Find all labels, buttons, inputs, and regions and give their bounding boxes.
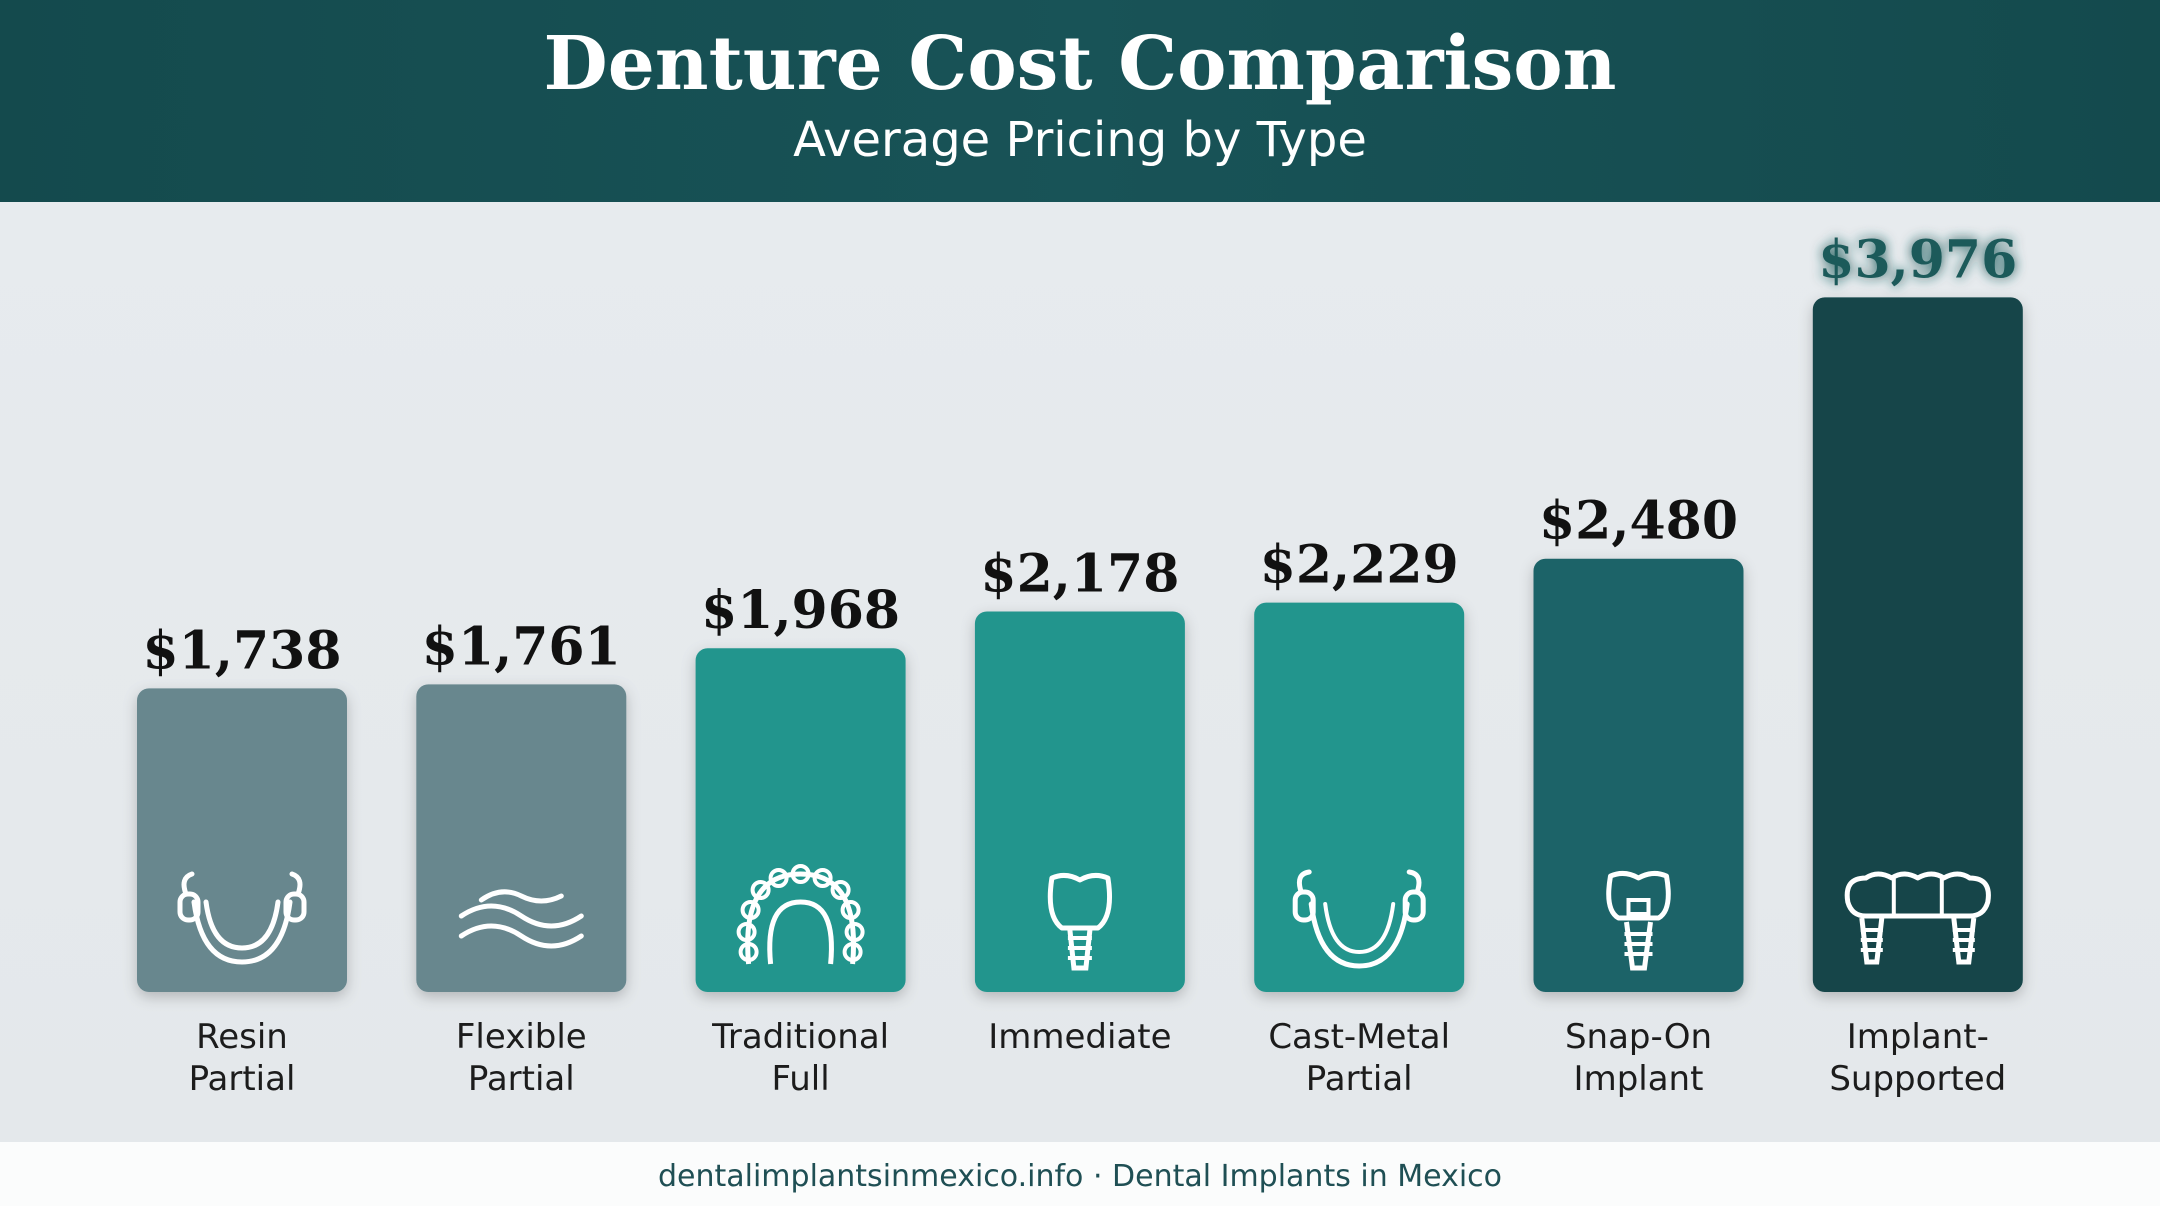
value-label-1: $1,761 (422, 616, 621, 677)
bar-2 (695, 648, 906, 992)
bar-5 (1533, 558, 1744, 992)
partial-clasp-icon (177, 871, 307, 965)
full-arch-icon (736, 864, 865, 965)
category-label-4: Cast-Metal Partial (1268, 1017, 1450, 1099)
chart-subtitle: Average Pricing by Type (793, 112, 1367, 168)
category-label-1: Flexible Partial (456, 1017, 587, 1099)
cast-metal-partial-icon (1292, 869, 1426, 969)
chart-title: Denture Cost Comparison (543, 21, 1617, 107)
category-label-5: Snap-On Implant (1565, 1017, 1712, 1099)
snap-on-implant-icon (1606, 870, 1671, 971)
category-label-6: Implant-Supported (1829, 1017, 2006, 1099)
category-label-0: Resin Partial (189, 1017, 296, 1099)
value-label-0: $1,738 (142, 620, 341, 681)
footer-text: dentalimplantsinmexico.info · Dental Imp… (657, 1159, 1503, 1194)
value-label-3: $2,178 (980, 544, 1179, 605)
implant-bridge-icon (1844, 871, 1991, 965)
single-tooth-icon (1047, 872, 1113, 971)
value-label-2: $1,968 (701, 580, 900, 641)
value-label-6: $3,976 (1818, 229, 2017, 290)
chart-header: Denture Cost Comparison Average Pricing … (0, 0, 2160, 202)
bar-3 (974, 611, 1185, 992)
footer: dentalimplantsinmexico.info · Dental Imp… (0, 1142, 2160, 1206)
category-label-3: Immediate (988, 1017, 1171, 1057)
flexible-wave-icon (458, 889, 584, 949)
bar-1 (416, 684, 627, 992)
value-label-4: $2,229 (1260, 535, 1459, 596)
plot-area: $1,738 Resin Partial $1,761 Flexible Partial $… (0, 202, 2160, 1142)
bar-chart: $1,738 Resin Partial $1,761 Flexible Partial $… (137, 229, 2023, 1099)
bar-6 (1812, 297, 2023, 992)
value-label-5: $2,480 (1539, 491, 1738, 552)
bar-4 (1254, 602, 1465, 992)
bar-0 (137, 688, 347, 992)
category-label-2: Traditional Full (711, 1017, 889, 1099)
